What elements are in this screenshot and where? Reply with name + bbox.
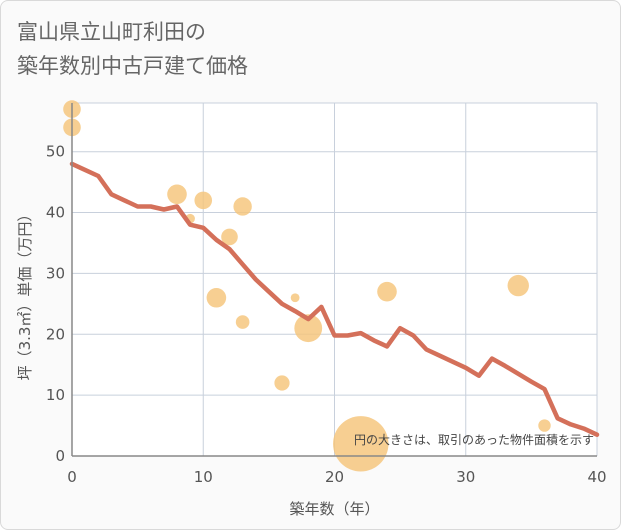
bubble-point (221, 228, 238, 246)
chart-title-line2: 築年数別中古戸建て価格 (17, 54, 248, 78)
y-tick-label: 40 (46, 204, 65, 222)
bubble-point (538, 419, 551, 432)
x-tick-label: 40 (587, 468, 606, 486)
bubble-point (507, 274, 529, 297)
y-tick-label: 30 (46, 264, 65, 282)
y-axis-label: 坪（3.3㎡）単価（万円） (16, 207, 34, 381)
bubble-point (333, 416, 389, 472)
chart-title: 富山県立山町利田の 築年数別中古戸建て価格 (17, 15, 248, 83)
bubble-point (233, 197, 252, 216)
bubble-point (206, 287, 227, 308)
x-axis-label: 築年数（年） (289, 500, 379, 518)
grid-lines (72, 102, 598, 456)
y-tick-label: 10 (46, 386, 65, 404)
bubble-point (194, 191, 213, 210)
y-tick-label: 0 (55, 447, 65, 465)
x-tick-label: 10 (194, 468, 213, 486)
bubble-point (294, 314, 323, 343)
bubble-point (274, 375, 290, 391)
bubble-point (235, 315, 250, 329)
tick-labels: 0 10 20 30 40 0 10 20 30 40 50 (46, 143, 607, 486)
y-tick-label: 20 (46, 325, 65, 343)
x-tick-label: 30 (456, 468, 475, 486)
trend-line-layer (69, 161, 600, 437)
y-tick-label: 50 (46, 143, 65, 161)
bubble-size-note: 円の大きさは、取引のあった物件面積を示す (354, 432, 594, 447)
bubble-layer (63, 100, 551, 472)
chart-title-line1: 富山県立山町利田の (17, 20, 206, 44)
trend-line (69, 161, 600, 437)
x-tick-label: 0 (67, 468, 77, 486)
axes (71, 103, 597, 457)
x-tick-label: 20 (325, 468, 344, 486)
bubble-point (377, 281, 397, 302)
bubble-point (290, 293, 300, 303)
bubble-point (167, 184, 187, 205)
